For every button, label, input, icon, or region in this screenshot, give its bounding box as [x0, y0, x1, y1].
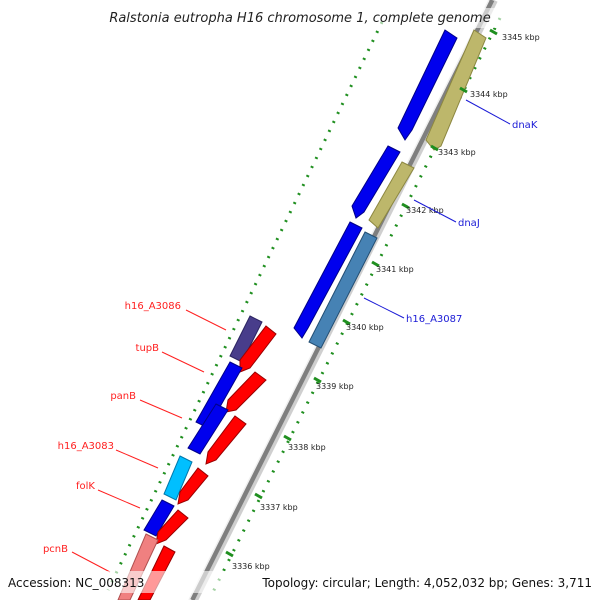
leader-folK — [97, 489, 141, 509]
gene-label-folK[interactable]: folK — [76, 481, 95, 492]
tick-3337 — [254, 492, 263, 500]
inner-dotted-ring — [208, 17, 502, 599]
tick-3341 — [371, 260, 380, 268]
gene-arrow-top[interactable] — [397, 29, 458, 141]
gene-arrow-folK[interactable] — [143, 499, 175, 537]
tick-3344 — [459, 86, 468, 94]
gene-arrow-red-2[interactable] — [225, 371, 267, 413]
leader-h16_A3087 — [363, 297, 405, 319]
leader-lines-left — [71, 309, 227, 573]
gene-arrow-mid[interactable] — [351, 145, 401, 219]
kbp-label-3339: 3339 kbp — [316, 382, 354, 391]
tick-marks — [225, 28, 498, 558]
gene-label-panB[interactable]: panB — [110, 391, 136, 402]
kbp-label-3342: 3342 kbp — [406, 206, 444, 215]
gene-label-dnaK[interactable]: dnaK — [512, 120, 538, 131]
leader-h16_A3086 — [185, 309, 227, 331]
kbp-label-3345: 3345 kbp — [502, 33, 540, 42]
gene-arrow-h16_A3087[interactable] — [308, 231, 378, 349]
kbp-label-3340: 3340 kbp — [346, 323, 384, 332]
leader-tupB — [161, 351, 205, 373]
tick-3336 — [225, 550, 234, 558]
title-background — [96, 8, 506, 28]
leader-panB — [139, 399, 183, 419]
gene-arrow-red-4[interactable] — [177, 467, 209, 505]
leader-lines-right — [363, 99, 511, 319]
kbp-label-3336: 3336 kbp — [232, 562, 270, 571]
gene-label-h16_A3087[interactable]: h16_A3087 — [406, 314, 462, 325]
gene-label-h16_A3083[interactable]: h16_A3083 — [58, 441, 114, 452]
gene-arrow-red-5[interactable] — [155, 509, 189, 545]
gene-label-pcnB[interactable]: pcnB — [43, 544, 68, 555]
kbp-label-3341: 3341 kbp — [376, 265, 414, 274]
gene-arrow-dnaJ[interactable] — [368, 161, 415, 229]
tick-3338 — [283, 434, 292, 442]
gene-arrow-red-1[interactable] — [239, 325, 277, 373]
tick-3345 — [489, 28, 498, 36]
gene-arrow-panB[interactable] — [187, 403, 229, 455]
leader-dnaK — [465, 99, 511, 125]
gene-arrow-red-3[interactable] — [205, 415, 247, 465]
leader-h16_A3083 — [115, 449, 159, 469]
leader-dnaJ — [413, 199, 457, 223]
tick-3342 — [401, 202, 410, 210]
tick-3339 — [313, 376, 322, 384]
kbp-label-3343: 3343 kbp — [438, 148, 476, 157]
gene-arrow-low[interactable] — [293, 221, 363, 339]
map-title: Ralstonia eutropha H16 chromosome 1, com… — [109, 11, 490, 26]
tick-3340 — [342, 318, 351, 326]
tick-3343 — [430, 144, 439, 152]
gene-arrow-h16_A3083[interactable] — [163, 455, 193, 501]
footer-background — [0, 571, 600, 593]
kbp-label-3344: 3344 kbp — [470, 90, 508, 99]
topology-text: Topology: circular; Length: 4,052,032 bp… — [261, 576, 592, 590]
accession-text: Accession: NC_008313 — [8, 576, 144, 590]
gene-label-tupB[interactable]: tupB — [136, 343, 160, 354]
gene-label-dnaJ[interactable]: dnaJ — [458, 218, 480, 229]
kbp-label-3337: 3337 kbp — [260, 503, 298, 512]
gene-label-h16_A3086[interactable]: h16_A3086 — [125, 301, 181, 312]
leader-pcnB — [71, 551, 111, 573]
kbp-label-3338: 3338 kbp — [288, 443, 326, 452]
